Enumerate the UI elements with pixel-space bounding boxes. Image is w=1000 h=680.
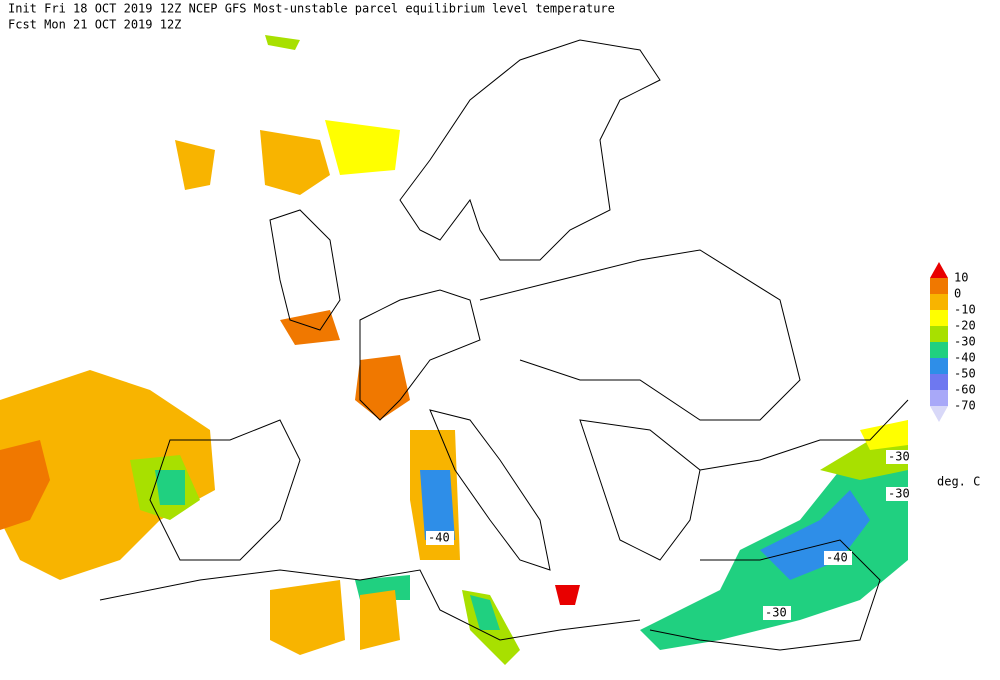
legend-label: -30 [954, 335, 976, 349]
coast [269, 209, 341, 331]
legend-swatch [930, 390, 948, 406]
legend-swatch [930, 310, 948, 326]
shade [420, 470, 455, 540]
coast [649, 539, 881, 651]
contour-label-bg [886, 487, 914, 501]
legend-swatch [930, 358, 948, 374]
contour-label: -30 [888, 450, 910, 464]
border [479, 249, 801, 421]
contour-label-bg [886, 450, 914, 464]
shade [860, 420, 908, 450]
legend-label: -70 [954, 399, 976, 413]
coast [359, 289, 481, 421]
coast [699, 399, 909, 471]
legend-label: -20 [954, 319, 976, 333]
coast [429, 409, 551, 571]
legend-swatch [930, 374, 948, 390]
coast [149, 419, 301, 561]
legend-label: -10 [954, 303, 976, 317]
legend-label: -50 [954, 367, 976, 381]
shade [760, 490, 870, 580]
contour-label-bg [763, 606, 791, 620]
contour-labels: -40 -30 -30 -40 -30 [426, 450, 914, 620]
shade [355, 355, 410, 420]
shade [280, 310, 340, 345]
header-line1: Init Fri 18 OCT 2019 12Z NCEP GFS Most-u… [8, 2, 615, 16]
shade [175, 140, 215, 190]
shade [325, 120, 400, 175]
shade [555, 585, 580, 605]
shade [260, 130, 330, 195]
coast [99, 569, 641, 641]
legend-swatch [930, 278, 948, 294]
shade [270, 580, 345, 655]
legend-label: -40 [954, 351, 976, 365]
legend-swatch [930, 326, 948, 342]
legend-label: -60 [954, 383, 976, 397]
legend-arrow [930, 406, 948, 422]
shade [360, 590, 400, 650]
legend-swatch [930, 294, 948, 310]
legend: 10 0 -10 -20 -30 -40 -50 -60 -70 [930, 262, 976, 422]
shade [265, 35, 300, 50]
contour-label: -30 [765, 606, 787, 620]
contour-label-bg [824, 551, 852, 565]
shade [0, 440, 50, 530]
coastlines [99, 39, 909, 651]
shade [0, 370, 215, 580]
legend-label: 0 [954, 287, 961, 301]
contour-label: -40 [826, 551, 848, 565]
legend-units: deg. C [937, 475, 980, 489]
coast [579, 419, 701, 561]
legend-arrow [930, 262, 948, 278]
shade [470, 595, 500, 630]
contour-label-bg [426, 531, 454, 545]
shade [155, 470, 185, 505]
contour-label: -30 [888, 487, 910, 501]
legend-label: 10 [954, 271, 968, 285]
header-line2: Fcst Mon 21 OCT 2019 12Z [8, 18, 181, 32]
legend-swatch [930, 342, 948, 358]
coast [399, 39, 661, 261]
contour-label: -40 [428, 531, 450, 545]
